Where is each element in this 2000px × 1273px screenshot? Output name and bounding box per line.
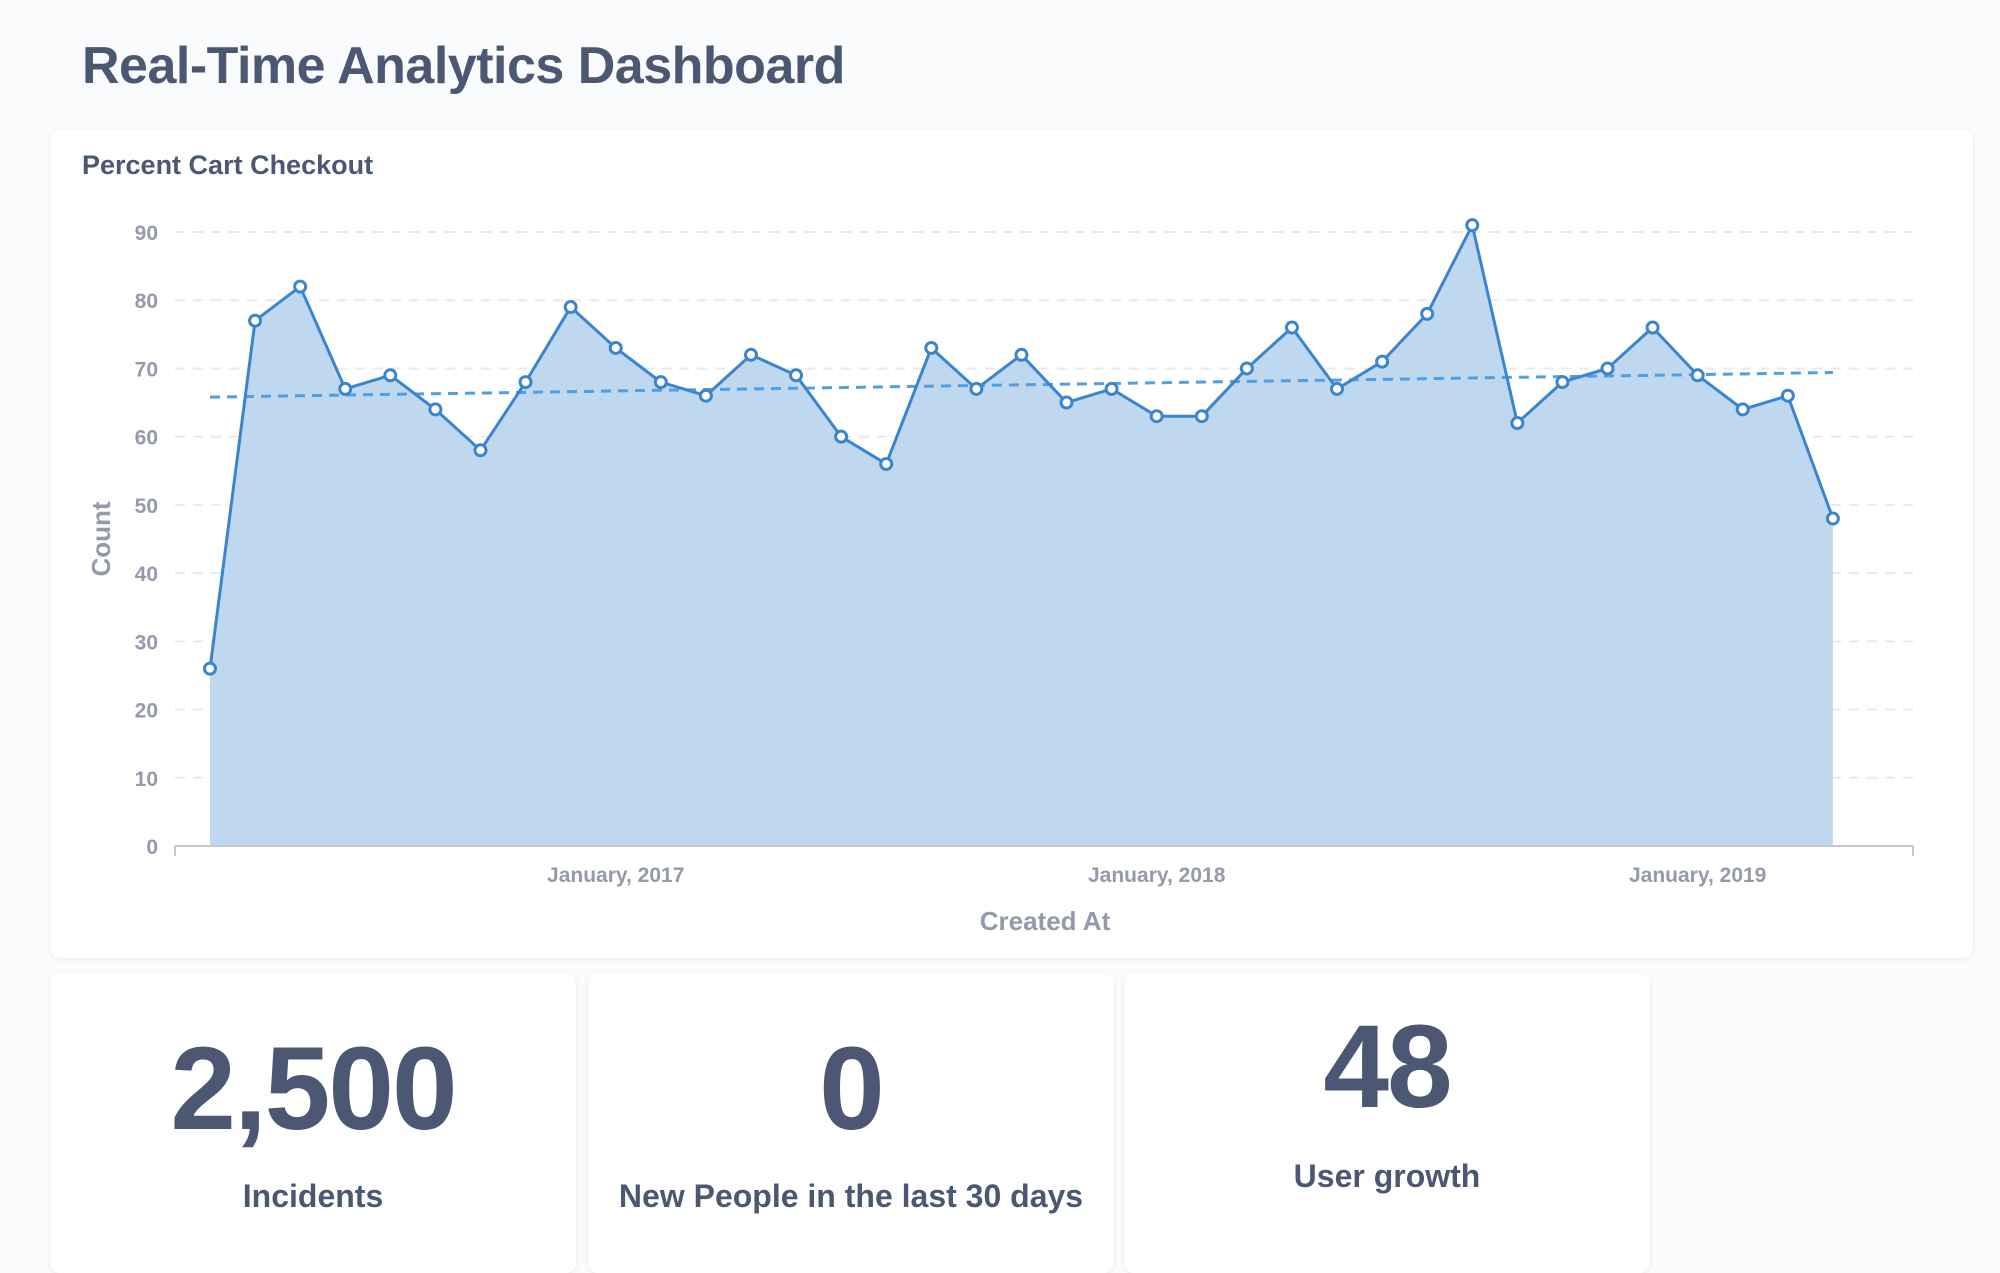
data-point[interactable] <box>608 340 623 355</box>
data-point[interactable] <box>969 381 984 396</box>
data-point[interactable] <box>383 368 398 383</box>
data-point[interactable] <box>203 661 217 676</box>
data-point[interactable] <box>1510 416 1525 431</box>
data-point[interactable] <box>1059 395 1074 410</box>
data-point[interactable] <box>563 300 578 315</box>
data-point[interactable] <box>834 429 849 444</box>
y-tick-label: 90 <box>135 222 158 245</box>
data-point[interactable] <box>338 381 353 396</box>
chart-points-layer <box>203 218 1840 676</box>
scalar-card-new-people[interactable]: 0 New People in the last 30 days <box>588 973 1114 1273</box>
scalar-value: 2,500 <box>170 1023 457 1155</box>
y-tick-label: 50 <box>135 495 158 518</box>
scalar-label[interactable]: New People in the last 30 days <box>618 1178 1084 1214</box>
scalar-card-user-growth[interactable]: 48 User growth <box>1124 973 1650 1273</box>
chart-axes: 0 10 20 30 40 50 60 70 80 90 January, 2017 January,… <box>135 222 1914 887</box>
y-tick-label: 20 <box>135 700 158 723</box>
data-point[interactable] <box>789 368 804 383</box>
data-point[interactable] <box>924 340 939 355</box>
data-point[interactable] <box>1825 511 1840 526</box>
data-point[interactable] <box>1735 402 1750 417</box>
data-point[interactable] <box>1149 409 1164 424</box>
line-area-chart: 0 10 20 30 40 50 60 70 80 90 January, 2017 January,… <box>86 218 1914 936</box>
data-point[interactable] <box>1239 361 1254 376</box>
data-point[interactable] <box>879 456 894 471</box>
data-point[interactable] <box>1555 375 1570 390</box>
x-tick-label: January, 2017 <box>547 864 684 887</box>
y-tick-label: 70 <box>135 358 158 381</box>
data-point[interactable] <box>1104 381 1119 396</box>
y-axis-label: Count <box>86 501 116 576</box>
x-axis-label: Created At <box>980 906 1111 936</box>
data-point[interactable] <box>1645 320 1660 335</box>
x-tick-label: January, 2018 <box>1088 864 1226 887</box>
chart-area-layer <box>210 225 1833 846</box>
scalar-card-incidents[interactable]: 2,500 Incidents <box>50 973 576 1273</box>
y-tick-label: 0 <box>146 836 158 859</box>
data-point[interactable] <box>1465 218 1480 233</box>
y-tick-label: 30 <box>135 631 158 654</box>
data-point[interactable] <box>1690 368 1705 383</box>
data-point[interactable] <box>1284 320 1299 335</box>
data-point[interactable] <box>293 279 308 294</box>
data-point[interactable] <box>428 402 443 417</box>
data-point[interactable] <box>743 347 758 362</box>
data-point[interactable] <box>1780 388 1795 403</box>
y-tick-label: 10 <box>135 768 158 791</box>
data-point[interactable] <box>1330 381 1345 396</box>
scalar-label[interactable]: User growth <box>1293 1158 1481 1194</box>
data-point[interactable] <box>1420 306 1435 321</box>
chart-card-percent-cart-checkout[interactable]: Percent Cart Checkout 0 10 20 30 40 50 60 70 80 9… <box>50 130 1973 958</box>
data-point[interactable] <box>1194 409 1209 424</box>
chart-labels: Count Created At <box>86 501 1111 936</box>
data-point[interactable] <box>248 313 263 328</box>
scalar-value: 48 <box>1323 1001 1452 1133</box>
series-area <box>210 225 1833 846</box>
data-point[interactable] <box>1375 354 1390 369</box>
x-tick-label: January, 2019 <box>1629 864 1766 887</box>
data-point[interactable] <box>698 388 713 403</box>
scalar-value: 0 <box>819 1023 885 1155</box>
y-tick-label: 60 <box>135 427 158 450</box>
data-point[interactable] <box>1014 347 1029 362</box>
y-tick-label: 80 <box>135 290 158 313</box>
data-point[interactable] <box>473 443 488 458</box>
data-point[interactable] <box>518 375 533 390</box>
page-title: Real-Time Analytics Dashboard <box>82 37 845 95</box>
data-point[interactable] <box>653 375 668 390</box>
scalar-label[interactable]: Incidents <box>242 1178 384 1214</box>
chart-card-title[interactable]: Percent Cart Checkout <box>82 150 374 180</box>
data-point[interactable] <box>1600 361 1615 376</box>
y-tick-label: 40 <box>135 563 158 586</box>
